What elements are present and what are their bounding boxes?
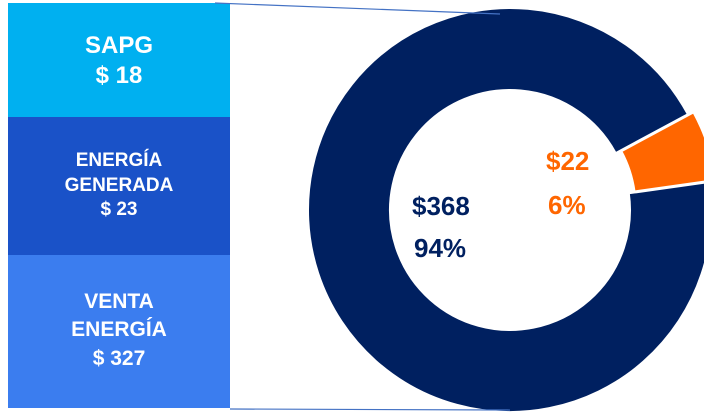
- breakdown-item: ENERGÍA GENERADA $ 23: [8, 117, 230, 255]
- percent-label: 6%: [548, 190, 586, 220]
- breakdown-value: $ 23: [100, 199, 138, 221]
- value-label: $368: [412, 191, 470, 221]
- breakdown-item: VENTA ENERGÍA $ 327: [8, 255, 230, 408]
- percent-label: 94%: [414, 233, 466, 263]
- connector: [214, 2, 501, 15]
- breakdown-name: ENERGÍA GENERADA: [64, 149, 174, 196]
- breakdown-value: $ 18: [95, 61, 143, 89]
- value-label: $22: [546, 146, 589, 176]
- connector: [229, 408, 511, 411]
- breakdown-value: $ 327: [92, 347, 146, 371]
- pie-slice: [307, 7, 704, 413]
- breakdown-name: VENTA ENERGÍA: [71, 290, 167, 341]
- pie-slice: [619, 110, 704, 193]
- breakdown-name: SAPG: [84, 32, 153, 60]
- breakdown-item: SAPG $ 18: [8, 3, 230, 117]
